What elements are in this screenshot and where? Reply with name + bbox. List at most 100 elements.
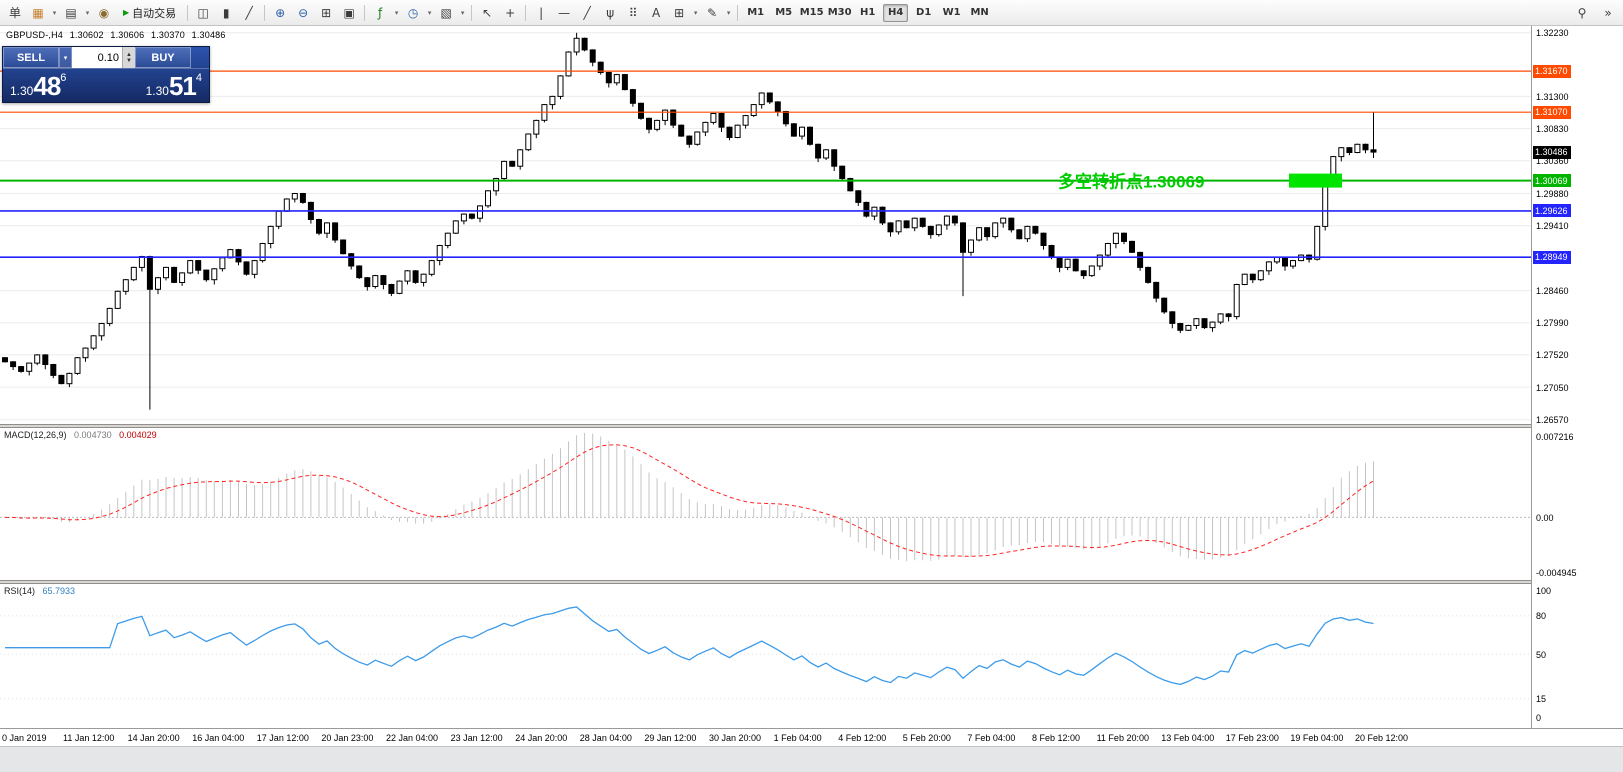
price-axis-label: 1.30830 xyxy=(1536,124,1569,135)
rsi-axis-label: 80 xyxy=(1536,611,1547,622)
price-axis-label: 1.31300 xyxy=(1536,91,1569,102)
annotation-text: 多空转折点1.30069 xyxy=(1058,172,1204,192)
search-icon[interactable]: ⚲ xyxy=(1577,5,1587,20)
price-axis-label: 1.28460 xyxy=(1536,286,1569,297)
trendline-icon[interactable]: ╱ xyxy=(583,5,591,20)
shapes-icon[interactable]: ⊞ xyxy=(674,5,685,20)
time-axis-label: 11 Jan 12:00 xyxy=(63,733,115,743)
horizontal-line-icon[interactable]: — xyxy=(558,5,571,20)
time-axis-label: 22 Jan 04:00 xyxy=(386,733,439,743)
vertical-line-icon[interactable]: | xyxy=(539,5,544,20)
time-axis-label: 4 Feb 12:00 xyxy=(838,733,887,743)
lot-size-input[interactable] xyxy=(72,47,122,68)
templates-icon-caret[interactable]: ▾ xyxy=(460,8,465,17)
tile-windows-icon[interactable]: ▣ xyxy=(343,5,355,20)
timeframe-w1-button[interactable]: W1 xyxy=(942,7,961,18)
timeframe-m15-button[interactable]: M15 xyxy=(799,7,824,18)
timeframe-d1-button[interactable]: D1 xyxy=(916,7,932,18)
bar-chart-icon[interactable]: ◫ xyxy=(197,5,209,20)
more-icon[interactable]: » xyxy=(1604,5,1612,20)
price-axis[interactable]: 1.32230 1.31300 1.30830 1.30360 1.29880 1.294… xyxy=(1532,26,1623,728)
crosshair-icon[interactable]: + xyxy=(505,5,516,20)
timeframe-h1-button[interactable]: H1 xyxy=(859,7,876,18)
time-axis-label: 1 Feb 04:00 xyxy=(773,733,822,743)
draw-icon-caret[interactable]: ▾ xyxy=(726,8,731,17)
main-chart-panel[interactable]: GBPUSD-,H4 1.30602 1.30606 1.30370 1.304… xyxy=(0,26,1532,424)
rsi-chart[interactable] xyxy=(0,584,1532,728)
timeframe-mn-button[interactable]: MN xyxy=(970,7,989,18)
symbol-name: GBPUSD-,H4 xyxy=(6,30,64,40)
macd-panel[interactable]: MACD(12,26,9) 0.004730 0.004029 xyxy=(0,428,1532,580)
buy-price-small: 1.30 xyxy=(145,83,169,98)
buy-price[interactable]: 1.30 51 4 xyxy=(145,70,202,101)
lot-stepper[interactable]: ▲ ▼ xyxy=(122,47,135,68)
rsi-axis-label: 100 xyxy=(1536,585,1552,596)
lot-dropdown-caret[interactable]: ▾ xyxy=(59,47,72,68)
panel-splitter[interactable] xyxy=(0,580,1623,584)
autotrading-button[interactable]: ▶ 自动交易 xyxy=(116,3,183,23)
sell-price-sup: 6 xyxy=(60,71,67,84)
profiles-icon-caret[interactable]: ▾ xyxy=(85,8,90,17)
time-axis-label: 0 Jan 2019 xyxy=(2,733,47,743)
price-tag-1.30486: 1.30486 xyxy=(1533,145,1571,159)
price-axis-label: 1.29880 xyxy=(1536,189,1569,199)
timeframe-h4-button[interactable]: H4 xyxy=(883,3,909,22)
indicators-icon[interactable]: ƒ xyxy=(378,5,383,20)
time-axis-label: 13 Feb 04:00 xyxy=(1161,733,1215,743)
sell-price-big: 48 xyxy=(33,70,61,101)
buy-price-big: 51 xyxy=(168,70,197,101)
price-axis-label: 1.27520 xyxy=(1536,350,1569,361)
zoom-out-icon[interactable]: ⊖ xyxy=(298,5,309,20)
profiles-icon[interactable]: ▤ xyxy=(65,5,77,20)
time-axis-label: 24 Jan 20:00 xyxy=(515,733,568,743)
time-axis-label: 14 Jan 20:00 xyxy=(127,733,180,743)
draw-icon[interactable]: ✎ xyxy=(707,5,718,20)
text-label-icon[interactable]: A xyxy=(652,5,661,20)
macd-main-value: 0.004730 xyxy=(74,430,112,440)
new-chart-icon[interactable]: ▦ xyxy=(32,5,44,20)
sell-price[interactable]: 1.30 48 6 xyxy=(10,70,67,101)
ohlc-low: 1.30370 xyxy=(151,30,185,40)
toolbar-right-group: ⚲» xyxy=(1571,3,1619,23)
rsi-panel[interactable]: RSI(14) 65.7933 xyxy=(0,584,1532,728)
timeframe-m5-button[interactable]: M5 xyxy=(775,7,793,18)
price-tag-1.30069: 1.30069 xyxy=(1533,174,1571,188)
time-axis-label: 7 Feb 04:00 xyxy=(967,733,1016,743)
price-axis-label: 1.26570 xyxy=(1536,415,1569,426)
candlestick-chart-icon[interactable]: ▮ xyxy=(222,5,230,20)
toolbar-separator xyxy=(471,4,473,21)
ohlc-close: 1.30486 xyxy=(191,30,226,40)
templates-icon[interactable]: ▧ xyxy=(440,5,452,20)
line-chart-icon[interactable]: ╱ xyxy=(245,5,253,20)
new-order-icon[interactable]: 单 xyxy=(8,6,21,20)
rsi-header: RSI(14) 65.7933 xyxy=(4,586,80,596)
price-tag-1.31670: 1.31670 xyxy=(1533,64,1571,78)
time-axis[interactable]: 0 Jan 2019 11 Jan 12:00 14 Jan 20:00 16 Jan… xyxy=(0,728,1623,746)
indicators-icon-caret[interactable]: ▾ xyxy=(394,8,399,17)
time-axis-label: 11 Feb 20:00 xyxy=(1096,733,1149,743)
time-axis-label: 17 Jan 12:00 xyxy=(256,733,309,743)
sell-button[interactable]: SELL xyxy=(3,47,59,68)
macd-label: MACD(12,26,9) xyxy=(4,430,67,440)
periods-icon[interactable]: ◷ xyxy=(407,5,419,20)
time-axis-label: 5 Feb 20:00 xyxy=(902,733,951,743)
price-tag-1.28949: 1.28949 xyxy=(1533,250,1571,264)
shapes-icon-caret[interactable]: ▾ xyxy=(693,8,698,17)
grid-icon[interactable]: ⊞ xyxy=(321,5,332,20)
lot-step-down-icon[interactable]: ▼ xyxy=(126,57,132,64)
candlestick-chart[interactable]: 多空转折点1.30069 xyxy=(0,26,1532,424)
lot-step-up-icon[interactable]: ▲ xyxy=(126,51,132,58)
alerts-icon[interactable]: ◉ xyxy=(98,5,110,20)
panel-splitter[interactable] xyxy=(0,424,1623,428)
price-tag-1.31070: 1.31070 xyxy=(1533,105,1571,119)
new-chart-icon-caret[interactable]: ▾ xyxy=(52,8,57,17)
macd-chart[interactable] xyxy=(0,428,1532,580)
buy-button[interactable]: BUY xyxy=(135,47,191,68)
periods-icon-caret[interactable]: ▾ xyxy=(427,8,432,17)
timeframe-m30-button[interactable]: M30 xyxy=(827,7,852,18)
fibonacci-icon[interactable]: ψ xyxy=(606,5,615,20)
objects-grid-icon[interactable]: ⠿ xyxy=(628,5,638,20)
timeframe-m1-button[interactable]: M1 xyxy=(747,7,765,18)
cursor-icon[interactable]: ↖ xyxy=(482,5,493,20)
zoom-in-icon[interactable]: ⊕ xyxy=(275,5,286,20)
